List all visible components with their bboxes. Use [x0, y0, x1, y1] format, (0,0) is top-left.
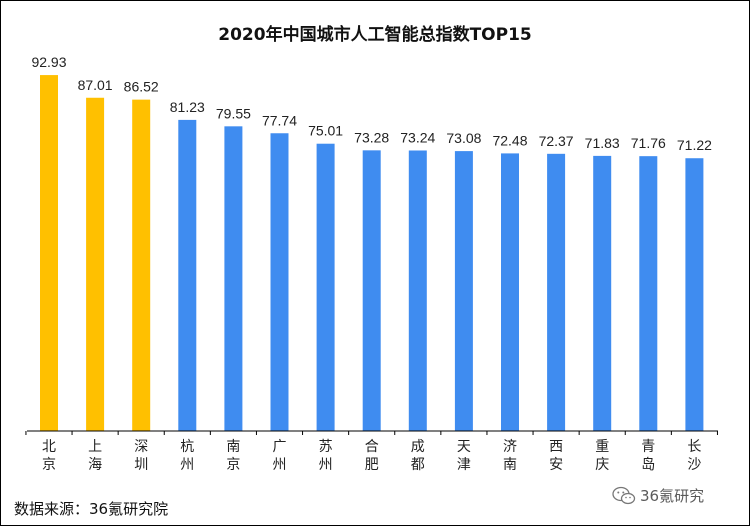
bar-0 — [40, 75, 58, 432]
category-label-4: 南京 — [226, 439, 240, 473]
bar-1 — [86, 97, 105, 431]
category-label-13: 青岛 — [641, 439, 655, 473]
category-label-12: 重庆 — [595, 439, 609, 473]
bar-11 — [547, 153, 566, 431]
category-label-10: 济南 — [503, 439, 517, 473]
watermark: 36氪研究 — [612, 485, 704, 506]
chart-title: 2020年中国城市人工智能总指数TOP15 — [218, 25, 532, 45]
category-label-3: 杭州 — [180, 439, 194, 473]
category-label-5: 广州 — [273, 439, 287, 473]
value-label-8: 73.24 — [400, 129, 435, 145]
bar-6 — [316, 143, 335, 431]
value-label-6: 75.01 — [308, 123, 343, 139]
category-label-9: 天津 — [457, 439, 471, 473]
value-label-12: 71.83 — [585, 135, 620, 151]
bar-7 — [362, 150, 381, 432]
bars-group — [40, 75, 704, 432]
bar-5 — [270, 133, 289, 431]
category-label-0: 北京 — [42, 439, 56, 473]
data-source: 数据来源：36氪研究院 — [14, 500, 169, 518]
bar-2 — [132, 99, 151, 431]
bar-3 — [178, 119, 197, 431]
value-label-3: 81.23 — [170, 99, 205, 115]
bar-13 — [639, 156, 658, 432]
bar-8 — [408, 150, 427, 432]
watermark-text: 36氪研究 — [640, 487, 705, 505]
category-label-8: 成都 — [411, 439, 425, 473]
category-label-14: 长沙 — [687, 439, 701, 473]
value-label-1: 87.01 — [78, 77, 113, 93]
bar-14 — [685, 158, 704, 431]
value-label-4: 79.55 — [216, 105, 251, 121]
category-label-6: 苏州 — [319, 439, 333, 473]
value-label-7: 73.28 — [354, 129, 389, 145]
value-label-11: 72.37 — [539, 133, 574, 149]
category-label-7: 合肥 — [365, 439, 379, 473]
value-label-9: 73.08 — [446, 130, 481, 146]
value-label-13: 71.76 — [631, 135, 666, 151]
bar-10 — [501, 153, 519, 431]
value-label-14: 71.22 — [677, 137, 712, 153]
value-label-5: 77.74 — [262, 112, 297, 128]
wechat-icon — [612, 486, 636, 504]
value-label-10: 72.48 — [492, 132, 527, 148]
value-labels-group: 92.93 87.01 86.52 81.23 79.55 77.74 75.01 73.28… — [31, 54, 712, 153]
bar-9 — [454, 151, 473, 431]
category-label-1: 上海 — [88, 439, 102, 473]
bar-12 — [593, 155, 612, 431]
category-label-11: 西安 — [549, 439, 563, 473]
bar-4 — [224, 126, 243, 432]
category-label-2: 深圳 — [134, 439, 148, 473]
value-label-2: 86.52 — [124, 79, 159, 95]
value-label-0: 92.93 — [31, 54, 66, 70]
